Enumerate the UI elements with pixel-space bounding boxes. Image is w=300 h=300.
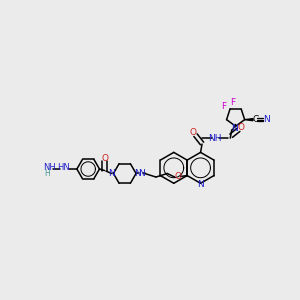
Text: N: N [108, 169, 115, 178]
Text: HN: HN [57, 163, 70, 172]
Text: O: O [101, 154, 108, 163]
Text: F: F [221, 101, 226, 110]
Polygon shape [245, 118, 253, 121]
Text: NH: NH [43, 163, 56, 172]
Text: H: H [44, 169, 50, 178]
Text: N: N [134, 169, 141, 178]
Text: N: N [263, 115, 270, 124]
Text: O: O [174, 172, 181, 181]
Text: N: N [231, 124, 238, 133]
Text: N: N [197, 180, 204, 189]
Text: NH: NH [208, 134, 222, 142]
Text: O: O [190, 128, 196, 137]
Text: O: O [237, 123, 244, 132]
Text: F: F [230, 98, 235, 107]
Text: N: N [138, 169, 145, 178]
Text: C: C [253, 115, 259, 124]
